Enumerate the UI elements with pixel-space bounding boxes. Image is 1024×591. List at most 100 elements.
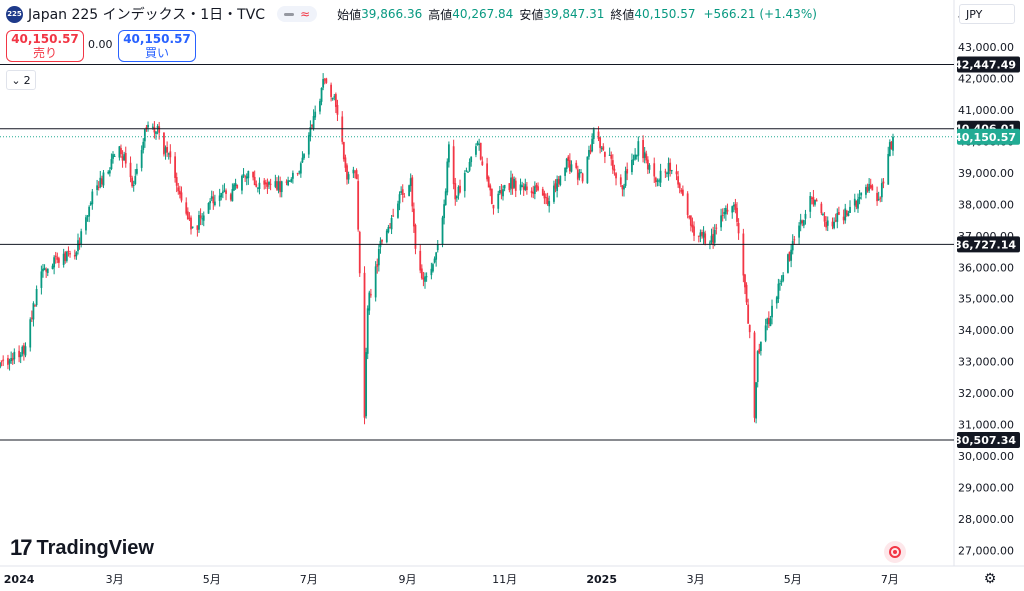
candle-body	[756, 351, 759, 382]
candle-body	[221, 191, 224, 194]
candle-body	[320, 87, 323, 102]
candle-body	[56, 257, 59, 260]
candle-body	[62, 253, 65, 265]
candle-body	[543, 193, 546, 199]
currency-selector[interactable]: JPY	[959, 4, 1015, 24]
candle-body	[779, 283, 781, 285]
chevron-down-icon: ⌄	[11, 73, 21, 87]
candle-body	[164, 147, 167, 153]
candle-body	[455, 196, 458, 199]
candle-body	[576, 169, 579, 180]
candle-body	[207, 203, 210, 214]
candle-body	[535, 184, 538, 188]
candle-body	[691, 224, 694, 228]
candle-body	[645, 153, 648, 161]
tradingview-logo-text: TradingView	[36, 536, 154, 559]
candle-body	[285, 181, 288, 183]
candle-body	[720, 215, 722, 228]
candle-body	[823, 215, 826, 222]
candle-body	[424, 276, 426, 282]
candle-body	[519, 184, 522, 191]
record-icon[interactable]	[884, 541, 906, 563]
candle-body	[842, 216, 845, 221]
candle-body	[866, 186, 869, 192]
candle-body	[568, 160, 571, 172]
candle-body	[245, 176, 248, 179]
candle-body	[745, 284, 748, 303]
candle-body	[403, 196, 406, 198]
price-axis[interactable]: 27,000.00 28,000.00 29,000.00 30,000.00 31,0…	[958, 10, 1014, 558]
minus-icon[interactable]	[284, 12, 295, 16]
candle-body	[88, 206, 91, 217]
candle-body	[7, 358, 9, 365]
candle-body	[814, 200, 816, 205]
y-tick-label: 38,000.00	[958, 198, 1014, 211]
buy-button[interactable]: 40,150.57 買い	[118, 30, 196, 62]
candle-body	[502, 189, 504, 197]
candle-body	[331, 97, 334, 100]
candle-body	[677, 176, 680, 185]
sell-button[interactable]: 40,150.57 売り	[6, 30, 84, 62]
wave-icon[interactable]: ≈	[300, 7, 311, 21]
candle-body	[377, 249, 380, 266]
candle-body	[411, 177, 414, 207]
horizontal-line-label: 30,507.34	[954, 434, 1016, 447]
candle-body	[836, 212, 839, 222]
candle-body	[744, 274, 746, 288]
candle-body	[358, 231, 361, 274]
close-label: 終値	[610, 7, 635, 22]
candle-body	[86, 215, 89, 217]
y-tick-label: 33,000.00	[958, 356, 1014, 369]
candle-body	[113, 155, 116, 157]
gear-icon[interactable]: ⚙	[983, 571, 997, 587]
candle-body	[376, 264, 379, 267]
candle-body	[457, 186, 460, 196]
candle-body	[19, 354, 22, 358]
time-axis[interactable]: 2024 3月 5月 7月 9月 11月 2025 3月 5月 7月	[4, 573, 899, 586]
candle-body	[815, 199, 818, 202]
candle-body	[107, 171, 110, 174]
candle-body	[22, 345, 25, 354]
candle-body	[223, 190, 226, 192]
candle-body	[298, 171, 301, 173]
candle-body	[325, 78, 328, 83]
candle-body	[398, 194, 401, 204]
candle-body	[132, 184, 135, 186]
candle-body	[632, 159, 635, 161]
tradingview-logo[interactable]: 17 TradingView	[10, 535, 154, 561]
candle-body	[475, 146, 477, 155]
candle-body	[570, 164, 573, 172]
candle-body	[77, 240, 79, 252]
candle-body	[532, 191, 535, 194]
candle-body	[209, 201, 212, 204]
candle-body	[425, 276, 428, 278]
symbol-logo[interactable]: 225	[6, 5, 23, 23]
candle-body	[143, 128, 146, 142]
candle-body	[541, 189, 544, 196]
candle-body	[191, 226, 194, 228]
candle-body	[742, 233, 745, 276]
chart-visibility-toggles[interactable]: ≈	[277, 6, 318, 22]
candle-body	[357, 181, 360, 230]
candle-body	[525, 186, 528, 191]
symbol-title[interactable]: Japan 225 インデックス・1日・TVC	[28, 7, 266, 23]
candle-body	[135, 168, 138, 174]
candle-body	[75, 252, 78, 257]
y-tick-label: 37,000.00	[958, 230, 1014, 243]
candle-body	[225, 190, 227, 194]
candle-body	[303, 154, 305, 158]
x-tick-label: 5月	[784, 573, 802, 586]
candle-body	[780, 281, 783, 283]
sell-label: 売り	[32, 46, 57, 60]
candle-body	[212, 196, 215, 204]
candle-body	[412, 208, 415, 227]
candle-body	[0, 360, 3, 362]
currency-label: JPY	[966, 7, 983, 21]
candle-body	[100, 178, 103, 185]
y-tick-label: 41,000.00	[958, 104, 1014, 117]
indicators-toggle-button[interactable]: ⌄ 2	[6, 70, 36, 90]
candle-body	[880, 183, 883, 198]
candle-body	[788, 251, 791, 261]
